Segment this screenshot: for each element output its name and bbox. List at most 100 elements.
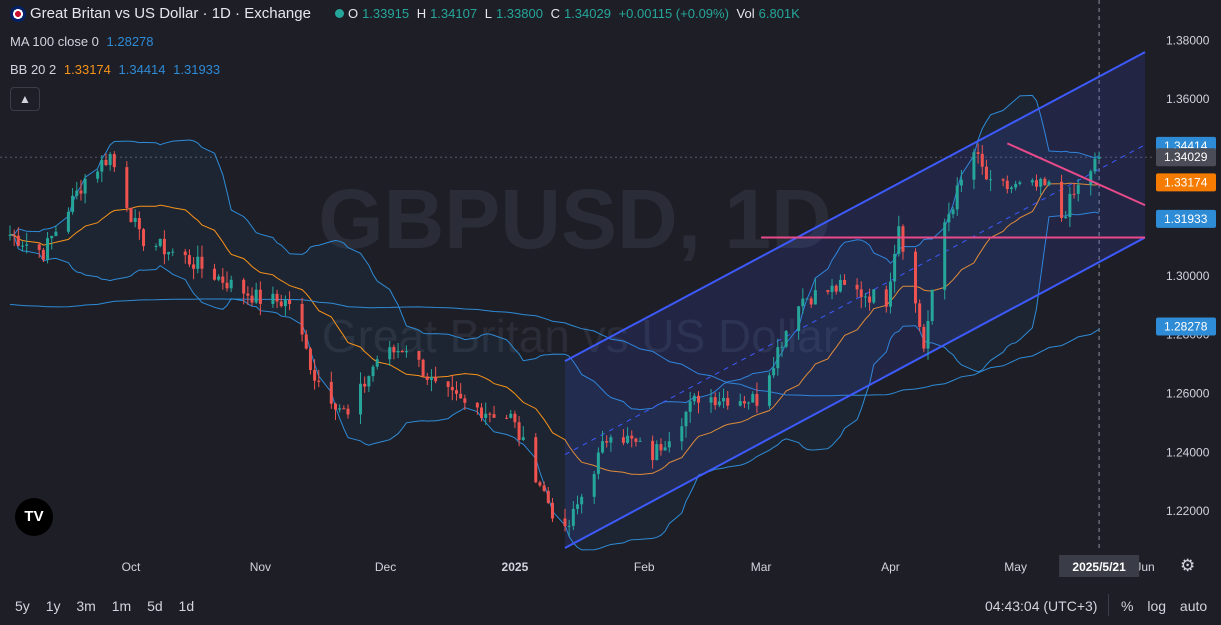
candle — [1018, 182, 1022, 184]
candle — [567, 525, 571, 527]
candle — [943, 222, 947, 290]
ma-legend[interactable]: MA 100 close 0 1.28278 — [10, 34, 158, 49]
collapse-legend-button[interactable]: ▲ — [10, 87, 40, 111]
x-tick-label: Nov — [250, 560, 271, 574]
candle — [396, 350, 400, 353]
candle — [54, 231, 58, 236]
candle — [488, 413, 492, 415]
price-tag-last — [1156, 148, 1216, 167]
candle — [421, 359, 425, 377]
range-1y-button[interactable]: 1y — [45, 598, 61, 614]
tradingview-logo[interactable]: TV — [15, 498, 53, 536]
candle — [1039, 178, 1043, 187]
candle — [158, 238, 162, 247]
price-tag-label: 1.31933 — [1164, 212, 1208, 226]
candle — [601, 441, 605, 453]
candle — [171, 251, 175, 253]
candle — [83, 178, 87, 194]
candle — [784, 331, 788, 347]
candle — [363, 383, 367, 387]
candle — [980, 153, 984, 167]
candle — [947, 214, 951, 223]
uk-flag-icon — [10, 5, 26, 22]
candle — [492, 414, 496, 418]
candle — [722, 397, 726, 402]
candle — [751, 394, 755, 403]
candles-group — [8, 143, 1101, 537]
candle — [505, 417, 509, 419]
candle — [388, 347, 392, 360]
candle — [550, 502, 554, 519]
candle — [100, 159, 104, 172]
price-tag-bb_basis — [1156, 173, 1216, 192]
candle — [984, 166, 988, 180]
candle — [434, 377, 438, 382]
symbol-legend: Great Britan vs US Dollar · 1D · Exchang… — [10, 5, 808, 22]
candle — [605, 441, 609, 443]
candle — [300, 304, 304, 335]
candle — [108, 154, 112, 166]
candle — [713, 397, 717, 406]
price-tag-label: 1.28278 — [1164, 319, 1208, 333]
candle — [826, 290, 830, 292]
range-1d-button[interactable]: 1d — [178, 598, 195, 614]
candle — [404, 351, 408, 353]
candle — [329, 381, 333, 404]
range-1m-button[interactable]: 1m — [111, 598, 132, 614]
bb-legend[interactable]: BB 20 2 1.33174 1.34414 1.31933 — [10, 62, 224, 77]
x-tick-label: Jun — [1135, 560, 1154, 574]
candle — [659, 444, 663, 451]
bb-lower-line — [9, 211, 1100, 551]
candle — [367, 376, 371, 387]
candle — [1076, 184, 1080, 194]
candle — [338, 408, 342, 410]
candle — [667, 441, 671, 448]
candle — [926, 320, 930, 349]
symbol-title[interactable]: Great Britan vs US Dollar · 1D · Exchang… — [30, 5, 311, 22]
candle — [872, 289, 876, 303]
candle — [913, 251, 917, 304]
auto-toggle[interactable]: auto — [1179, 598, 1208, 614]
log-toggle[interactable]: log — [1147, 598, 1167, 614]
candle — [392, 347, 396, 353]
candle — [454, 390, 458, 394]
candle — [638, 440, 642, 442]
candle — [576, 504, 579, 509]
candle — [976, 152, 980, 154]
candle — [308, 348, 312, 371]
candle — [630, 435, 634, 439]
y-tick-label: 1.38000 — [1166, 33, 1210, 47]
clock[interactable]: 04:43:04 (UTC+3) — [985, 598, 1098, 614]
bb-band-fill — [10, 95, 1100, 550]
bb-basis-line — [9, 182, 1100, 476]
candle — [580, 496, 584, 505]
price-tag-label: 1.33174 — [1164, 175, 1208, 189]
percent-toggle[interactable]: % — [1121, 598, 1134, 614]
candle — [809, 298, 813, 305]
ohlc-values: O 1.33915 H 1.34107 L 1.33800 C 1.34029 +0.0… — [348, 6, 804, 21]
candle — [747, 402, 751, 404]
candle — [955, 185, 959, 210]
candle — [959, 179, 963, 186]
x-tick-label: 2025 — [502, 560, 529, 574]
candle — [212, 268, 216, 280]
candle — [1060, 181, 1064, 218]
candle — [279, 301, 283, 307]
channel-fill — [564, 52, 1145, 548]
price-tag-label: 1.34029 — [1164, 150, 1208, 164]
candle — [1035, 180, 1039, 187]
range-5y-button[interactable]: 5y — [15, 598, 30, 614]
candle — [709, 397, 713, 403]
candle — [288, 300, 292, 305]
candle — [342, 408, 346, 410]
range-5d-button[interactable]: 5d — [147, 598, 163, 614]
range-3m-button[interactable]: 3m — [76, 598, 96, 614]
candle — [446, 381, 450, 387]
candle — [780, 346, 784, 348]
candle — [563, 518, 567, 527]
candle — [797, 306, 801, 332]
candle — [859, 289, 863, 298]
candle — [192, 264, 196, 269]
gear-icon[interactable]: ⚙ — [1180, 556, 1196, 575]
